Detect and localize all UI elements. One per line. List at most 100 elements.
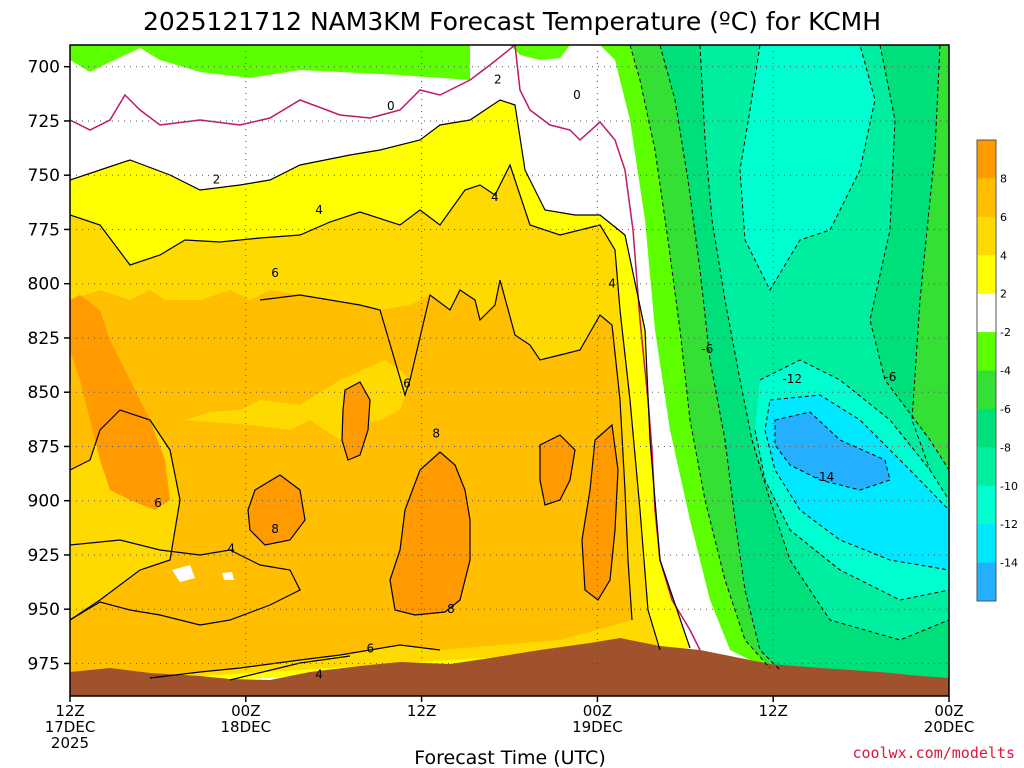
contour-m10b xyxy=(754,429,949,601)
y-tick-label: 900 xyxy=(28,492,60,512)
y-tick-label: 875 xyxy=(28,437,60,457)
chart-title: 2025121712 NAM3KM Forecast Temperature (… xyxy=(143,7,881,36)
colorbar-band xyxy=(977,178,996,218)
temperature-fill-layer xyxy=(70,45,949,696)
contour-8b xyxy=(341,381,371,461)
contour-label: 2 xyxy=(213,173,221,187)
fill-band-ge8-left xyxy=(70,295,170,510)
x-tick-label: 19DEC xyxy=(572,718,623,736)
contour-m4 xyxy=(659,45,781,671)
fill-band-le-m14 xyxy=(775,412,890,490)
colorbar-label: 2 xyxy=(1000,288,1007,301)
fill-band-m4-top2 xyxy=(510,45,570,60)
contour-label: 8 xyxy=(432,426,440,440)
contour-label: 8 xyxy=(447,602,455,616)
contour-label: 0 xyxy=(573,88,581,102)
contour-m14 xyxy=(774,411,891,491)
colorbar-band xyxy=(977,332,996,371)
contour-m6 xyxy=(699,45,949,641)
contour-label: 6 xyxy=(367,641,375,655)
contour-label: 8 xyxy=(271,522,279,536)
contour-label: 6 xyxy=(403,377,411,391)
contour-label: -6 xyxy=(701,342,713,356)
y-tick-label: 725 xyxy=(28,112,60,132)
contour-m6b xyxy=(869,45,949,471)
contour-8e xyxy=(581,423,619,601)
contour-m10 xyxy=(759,359,949,501)
contour-label: 4 xyxy=(227,541,235,555)
x-tick-label: 20DEC xyxy=(924,718,975,736)
fill-band-m12-right xyxy=(740,45,875,290)
colorbar-label: 4 xyxy=(1000,249,1007,262)
contour-6 xyxy=(70,409,181,621)
colorbar-band xyxy=(977,408,996,448)
contour-label: 6 xyxy=(154,496,162,510)
colorbar-label: -4 xyxy=(1000,365,1011,378)
colorbar-band xyxy=(977,370,996,410)
colorbar-label: 8 xyxy=(1000,172,1007,185)
contour-4-low xyxy=(70,539,301,626)
colorbar: 8 6 4 2 -2 -4 -6 -8 -10 -12 -14 xyxy=(976,139,1018,602)
contour-label: 4 xyxy=(608,277,616,291)
fill-band-ge8-c xyxy=(390,452,470,615)
contour-labels: 0 0 2 2 4 4 4 4 4 6 6 6 6 8 8 8 -6 -6 -12 -14 xyxy=(154,73,896,682)
fill-band-m4-top xyxy=(70,45,470,80)
y-tick-label: 800 xyxy=(28,275,60,295)
x-tick-label: 12Z xyxy=(55,702,84,720)
negative-contour-layer xyxy=(629,45,949,671)
fill-band-6-8 xyxy=(70,280,632,680)
colorbar-band xyxy=(977,485,996,525)
y-axis-ticks: 700 725 750 775 800 825 850 875 900 925 950 975 xyxy=(28,58,70,674)
x-tick-label: 00Z xyxy=(231,702,260,720)
x-axis-label: Forecast Time (UTC) xyxy=(414,747,605,768)
contour-label: 4 xyxy=(315,203,323,217)
terrain-fill xyxy=(70,638,949,696)
colorbar-label: -8 xyxy=(1000,441,1011,454)
contour-label: 4 xyxy=(491,190,499,204)
contour-label: 6 xyxy=(271,266,279,280)
x-tick-label: 17DEC xyxy=(45,718,96,736)
contour-4-terrain xyxy=(229,655,351,681)
fill-band-ge8-e xyxy=(582,425,618,600)
colorbar-band xyxy=(977,562,996,602)
contour-m8 xyxy=(739,45,876,292)
contour-m2 xyxy=(629,45,771,669)
colorbar-label: 6 xyxy=(1000,211,1007,224)
contour-8d xyxy=(539,434,576,506)
contour-6-low xyxy=(149,644,441,679)
contour-8a xyxy=(247,474,306,546)
x-tick-label: 12Z xyxy=(759,702,788,720)
contour-label: -6 xyxy=(884,370,896,384)
contour-4 xyxy=(70,163,661,651)
colorbar-band xyxy=(977,216,996,256)
colorbar-label: -12 xyxy=(1000,518,1018,531)
contour-label: 2 xyxy=(494,73,502,87)
colorbar-band xyxy=(977,524,996,563)
colorbar-band xyxy=(977,293,996,333)
colorbar-band xyxy=(977,140,996,179)
x-tick-label: 00Z xyxy=(583,702,612,720)
contour-label: 0 xyxy=(387,99,395,113)
x-tick-label: 2025 xyxy=(51,734,89,752)
colorbar-frame xyxy=(976,139,997,602)
y-tick-label: 750 xyxy=(28,166,60,186)
y-tick-label: 825 xyxy=(28,329,60,349)
y-tick-label: 925 xyxy=(28,546,60,566)
contour-6-main xyxy=(259,279,633,621)
colorbar-label: -2 xyxy=(1000,326,1011,339)
contour-label: 4 xyxy=(315,667,323,681)
x-tick-label: 00Z xyxy=(934,702,963,720)
y-tick-label: 950 xyxy=(28,600,60,620)
x-tick-label: 12Z xyxy=(407,702,436,720)
x-tick-label: 18DEC xyxy=(221,718,272,736)
plot-frame xyxy=(69,44,950,697)
fill-band-white-hole2 xyxy=(222,572,234,580)
y-tick-label: 775 xyxy=(28,220,60,240)
positive-contour-layer xyxy=(70,99,691,681)
contour-label: -12 xyxy=(782,372,802,386)
y-tick-label: 700 xyxy=(28,58,60,78)
colorbar-band xyxy=(977,447,996,487)
y-tick-label: 850 xyxy=(28,383,60,403)
